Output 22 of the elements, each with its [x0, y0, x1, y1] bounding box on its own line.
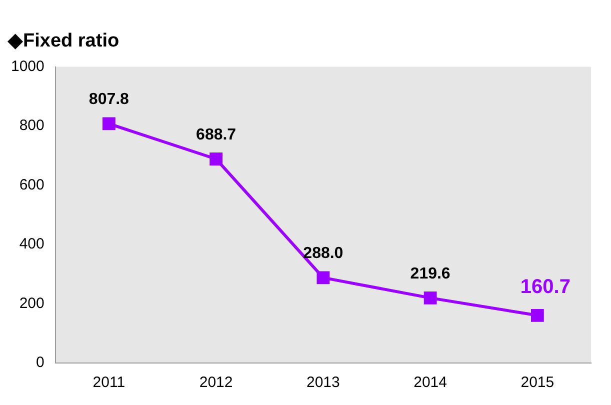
y-tick-label: 400: [19, 236, 44, 253]
y-tick-label: 600: [19, 176, 44, 194]
text: 807.8: [88, 91, 129, 108]
point: [530, 308, 544, 322]
point: [424, 292, 437, 304]
text: 288.0: [303, 245, 344, 262]
x-tick-label: 2011: [92, 374, 126, 392]
x-tick-label: 2015: [520, 374, 554, 392]
point: [210, 152, 223, 166]
text: 688.7: [196, 126, 236, 144]
chart-title: ◆Fixed ratio: [7, 30, 120, 52]
text: 160.7: [520, 276, 570, 298]
y-tick-label: 1000: [10, 58, 44, 75]
point: [316, 271, 330, 284]
x-tick-label: 2012: [199, 374, 233, 392]
y-tick-label: 800: [19, 117, 44, 134]
text: 219.6: [410, 265, 450, 282]
y-tick-label: 200: [19, 294, 44, 312]
x-tick-label: 2013: [306, 374, 340, 392]
x-tick-label: 2014: [414, 374, 447, 392]
y-tick-label: 0: [36, 354, 44, 372]
point: [102, 117, 116, 130]
